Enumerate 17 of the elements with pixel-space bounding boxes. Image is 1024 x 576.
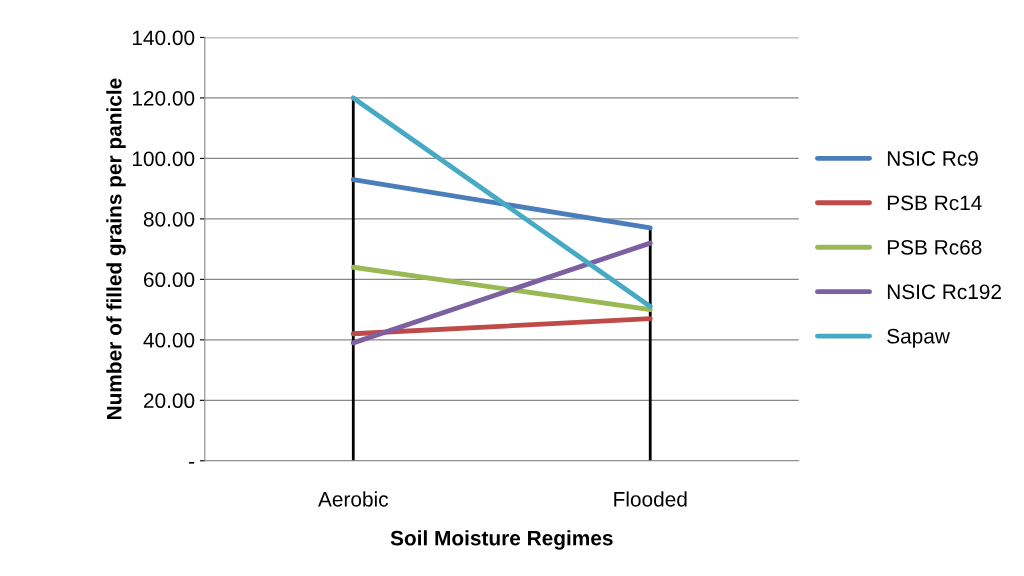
- x-tick-label: Aerobic: [318, 491, 389, 507]
- y-tick-label: -: [189, 462, 195, 464]
- legend-label: Sapaw: [887, 328, 950, 348]
- y-tick-label: 60.00: [144, 272, 195, 288]
- legend-label: NSIC Rc192: [887, 284, 1001, 300]
- y-tick-label: 120.00: [132, 90, 195, 106]
- legend-label: PSB Rc14: [887, 195, 982, 211]
- y-tick-label: 20.00: [144, 393, 195, 409]
- x-tick-label: Flooded: [614, 491, 687, 507]
- x-axis-title: Soil Moisture Regimes: [390, 530, 613, 550]
- legend-label: NSIC Rc9: [887, 151, 978, 166]
- y-tick-label: 100.00: [132, 151, 195, 167]
- y-tick-label: 40.00: [143, 332, 195, 348]
- legend-label: PSB Rc68: [887, 239, 982, 255]
- y-tick-label: 140.00: [132, 30, 195, 46]
- y-tick-label: 80.00: [143, 211, 195, 227]
- y-axis-title: Number of filled grains per panicle: [106, 78, 126, 420]
